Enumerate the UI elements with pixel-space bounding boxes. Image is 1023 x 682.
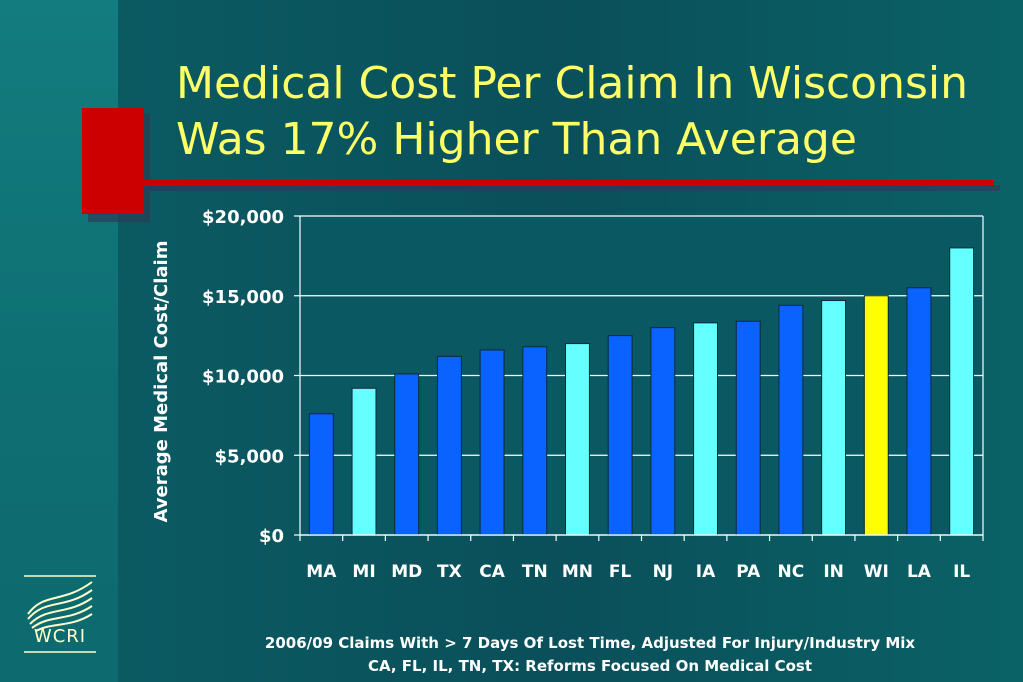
x-tick-fl: FL — [609, 562, 632, 582]
footnote-line1: 2006/09 Claims With > 7 Days Of Lost Tim… — [264, 634, 916, 652]
slide-title-line2: Was 17% Higher Than Average — [176, 114, 857, 165]
bar-md — [394, 373, 420, 536]
red-accent-square — [82, 108, 144, 214]
x-tick-mn: MN — [562, 562, 593, 582]
axes — [294, 215, 984, 541]
x-tick-nc: NC — [778, 562, 805, 582]
x-tick-ma: MA — [306, 562, 337, 582]
y-tick-4: $20,000 — [202, 207, 284, 228]
x-tick-il: IL — [953, 562, 970, 582]
title-underline — [144, 180, 994, 186]
title-underline-shadow — [150, 185, 1000, 191]
y-tick-1: $5,000 — [215, 446, 284, 467]
bar-ma — [308, 413, 334, 536]
bar-mn — [565, 343, 590, 536]
bar-pa — [735, 320, 761, 536]
y-tick-0: $0 — [259, 526, 284, 547]
bar-ca — [479, 349, 505, 536]
x-tick-nj: NJ — [653, 562, 674, 582]
x-tick-mi: MI — [352, 562, 375, 582]
x-tick-tx: TX — [437, 562, 462, 582]
x-tick-wi: WI — [864, 562, 889, 582]
bar-tx — [436, 355, 462, 536]
slide-title-line1: Medical Cost Per Claim In Wisconsin — [176, 58, 969, 109]
bar-ia — [693, 322, 718, 536]
x-tick-labels: MA MI MD TX CA TN MN FL NJ IA PA NC IN WI LA IL — [306, 562, 970, 582]
bar-nj — [650, 327, 676, 536]
bar-fl — [607, 335, 633, 536]
wcri-logo-text: WCRI — [33, 626, 87, 647]
bar-in — [821, 300, 847, 536]
bars — [308, 247, 975, 536]
x-tick-ca: CA — [479, 562, 505, 582]
bar-mi — [351, 387, 377, 536]
y-tick-2: $10,000 — [202, 367, 284, 388]
slide-title: Medical Cost Per Claim In Wisconsin Was … — [176, 56, 1006, 168]
x-tick-md: MD — [391, 562, 422, 582]
y-axis-label: Average Medical Cost/Claim — [151, 241, 172, 523]
wcri-logo-icon — [24, 575, 96, 653]
x-tick-in: IN — [823, 562, 844, 582]
x-tick-tn: TN — [522, 562, 548, 582]
x-tick-ia: IA — [696, 562, 716, 582]
bar-il — [949, 247, 975, 536]
footnote-line2: CA, FL, IL, TN, TX: Reforms Focused On M… — [367, 657, 813, 675]
bar-la — [906, 287, 932, 536]
y-tick-3: $15,000 — [202, 287, 284, 308]
bar-tn — [522, 346, 548, 536]
x-tick-la: LA — [907, 562, 932, 582]
x-tick-pa: PA — [736, 562, 761, 582]
bar-nc — [778, 304, 804, 536]
y-tick-labels: $0 $5,000 $10,000 $15,000 $20,000 — [202, 207, 284, 547]
bar-wi — [863, 295, 889, 536]
